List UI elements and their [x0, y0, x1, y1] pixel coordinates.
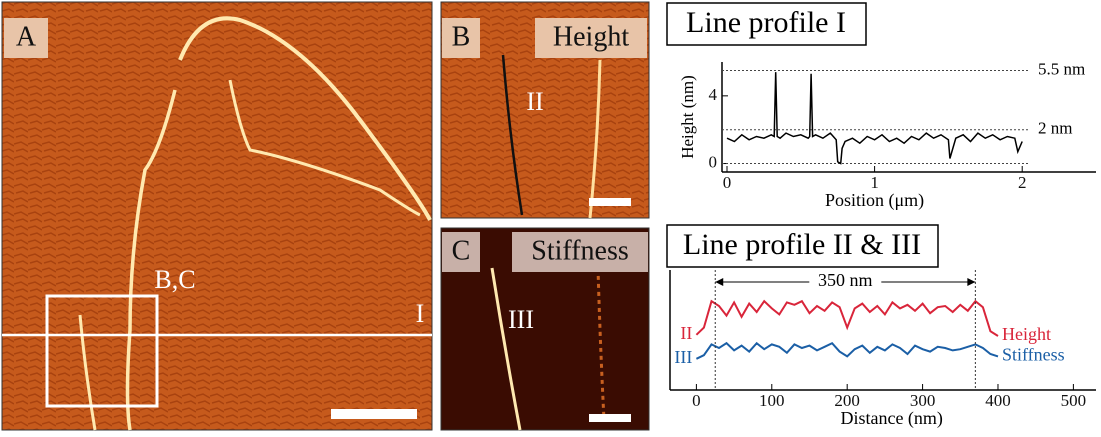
figure: A B,C I B Height II C Stiffness III Line… — [0, 0, 1101, 432]
panel-c: C Stiffness III — [441, 228, 649, 430]
series-label: II — [680, 323, 692, 343]
scale-bar — [589, 198, 631, 206]
reference-label: 2 nm — [1038, 119, 1072, 138]
chart-title: Line profile II & III — [683, 228, 921, 261]
y-tick-label: 4 — [709, 85, 718, 104]
panel-a: A B,C I — [2, 2, 432, 430]
panel-b: B Height II — [441, 2, 649, 218]
y-tick-label: 0 — [709, 152, 718, 171]
x-tick-label: 300 — [910, 391, 936, 410]
scale-bar — [589, 414, 631, 422]
scale-bar — [331, 409, 417, 419]
x-tick-label: 2 — [1018, 173, 1027, 192]
annotation: I — [416, 299, 425, 328]
x-tick-label: 1 — [870, 173, 879, 192]
x-tick-label: 100 — [759, 391, 785, 410]
series-label: III — [674, 347, 692, 367]
profile-line — [727, 72, 1022, 163]
x-axis-label: Position (μm) — [825, 190, 924, 211]
x-tick-label: 0 — [723, 173, 732, 192]
span-label: 350 nm — [818, 270, 873, 290]
legend-label: Height — [1002, 324, 1051, 344]
reference-label: 5.5 nm — [1038, 59, 1085, 78]
panel-label: A — [16, 21, 37, 52]
x-tick-label: 0 — [692, 391, 701, 410]
x-tick-label: 500 — [1061, 391, 1087, 410]
profile-line — [696, 301, 998, 336]
panel-label: C — [452, 235, 471, 266]
x-tick-label: 200 — [834, 391, 860, 410]
legend-label: Stiffness — [1002, 345, 1065, 365]
panel-title: Stiffness — [531, 235, 629, 266]
chart-title: Line profile I — [686, 6, 846, 39]
annotation: II — [526, 87, 543, 116]
y-axis-label: Height (nm) — [678, 75, 697, 159]
x-tick-label: 400 — [985, 391, 1011, 410]
annotation: III — [508, 305, 534, 334]
profile-line — [696, 343, 998, 359]
x-axis-label: Distance (nm) — [840, 408, 942, 429]
panel-title: Height — [553, 21, 629, 52]
panel-label: B — [452, 21, 471, 52]
afm-image — [2, 2, 432, 430]
annotation: B,C — [154, 265, 195, 294]
